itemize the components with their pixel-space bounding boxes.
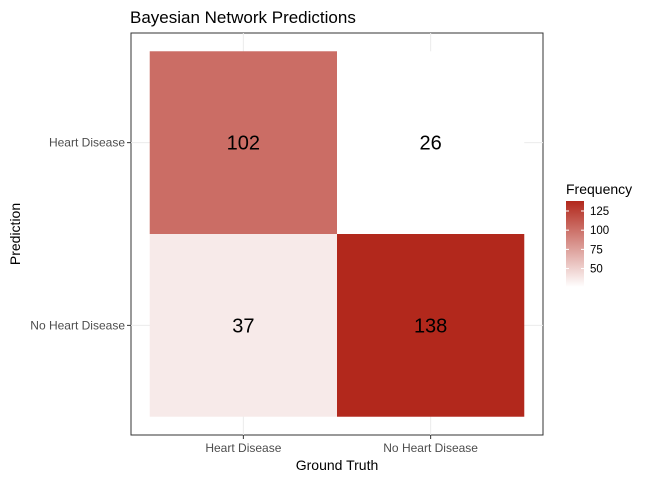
heatmap-cell (149, 51, 337, 234)
y-tick-label: Heart Disease (49, 136, 125, 150)
plot-panel: 102 26 37 138 (130, 32, 544, 436)
legend-tick-label: 50 (590, 264, 603, 276)
x-tick-label: No Heart Disease (383, 441, 478, 455)
x-axis: Heart Disease No Heart Disease (205, 435, 478, 455)
legend-tick-label: 100 (590, 225, 609, 237)
y-tick-label: No Heart Disease (30, 318, 125, 332)
cell-value-label: 26 (420, 133, 442, 155)
cell-labels: 102 26 37 138 (227, 133, 448, 338)
x-tick-label: Heart Disease (205, 441, 281, 455)
legend-ticks: 50 75 100 125 (566, 206, 609, 276)
cell-value-label: 37 (232, 315, 254, 337)
y-axis: Heart Disease No Heart Disease (30, 136, 131, 332)
legend-colorbar (566, 201, 584, 287)
legend: Frequency 50 75 100 125 (566, 181, 632, 287)
y-axis-title: Prediction (7, 203, 23, 265)
cell-value-label: 138 (414, 315, 447, 337)
heatmap-cells (149, 51, 525, 417)
chart-title: Bayesian Network Predictions (130, 8, 356, 27)
legend-tick-label: 75 (590, 244, 603, 256)
cell-value-label: 102 (227, 133, 260, 155)
heatmap-cell (149, 234, 337, 417)
x-axis-title: Ground Truth (296, 457, 379, 473)
heatmap-cell (337, 234, 525, 417)
legend-tick-label: 125 (590, 206, 609, 218)
heatmap-cell (337, 51, 525, 234)
legend-title: Frequency (566, 181, 632, 197)
